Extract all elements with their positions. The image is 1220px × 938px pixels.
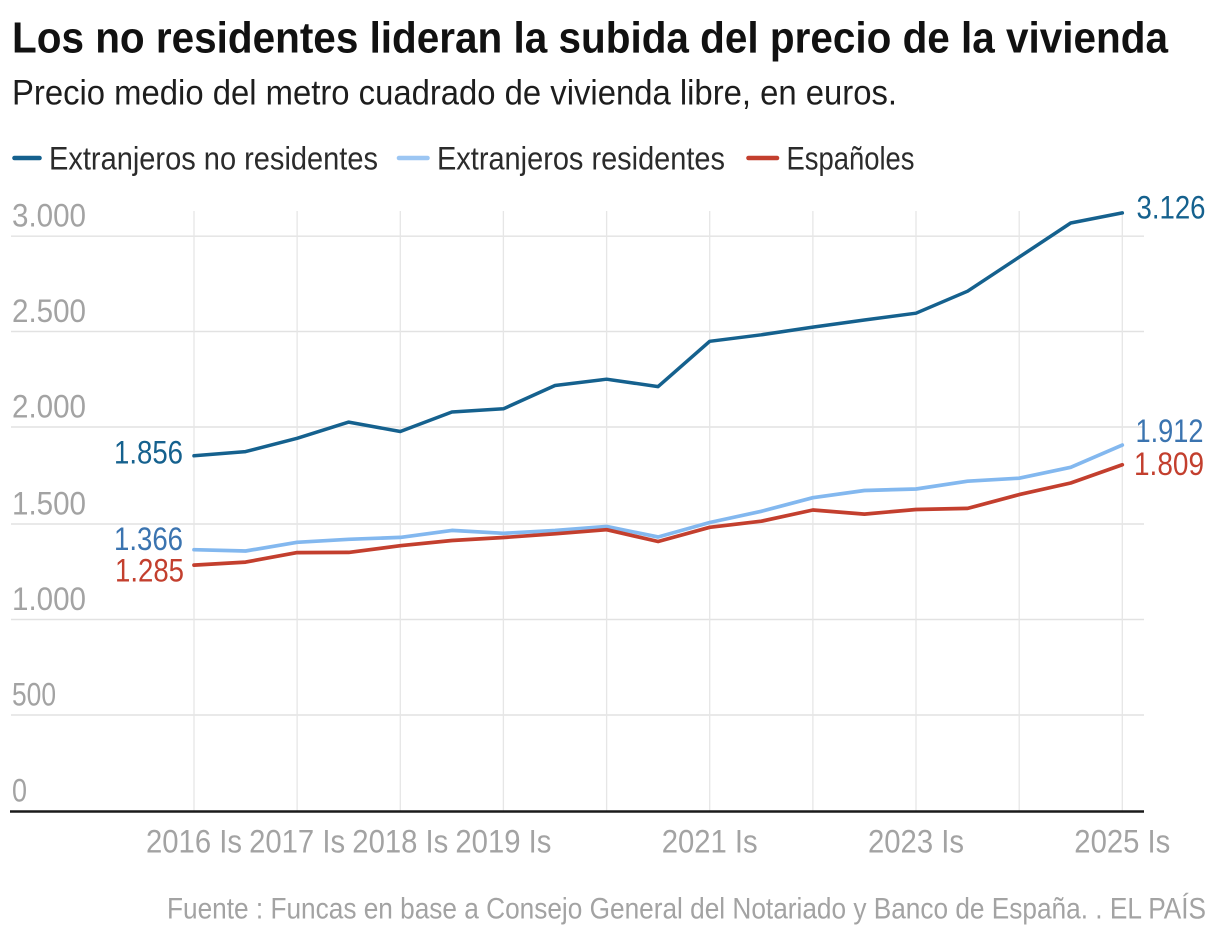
svg-text:0: 0 — [12, 773, 27, 809]
svg-text:Los no residentes lideran la s: Los no residentes lideran la subida del … — [12, 13, 1168, 62]
svg-text:2018 Is: 2018 Is — [352, 824, 448, 860]
svg-text:Precio medio del metro cuadrad: Precio medio del metro cuadrado de vivie… — [12, 73, 897, 112]
svg-text:Extranjeros no residentes: Extranjeros no residentes — [49, 141, 378, 177]
svg-text:Fuente : Funcas en base a Cons: Fuente : Funcas en base a Consejo Genera… — [167, 892, 1206, 925]
svg-text:1.366: 1.366 — [114, 521, 183, 557]
svg-text:1.856: 1.856 — [114, 435, 183, 471]
svg-text:1.809: 1.809 — [1134, 446, 1204, 482]
svg-text:2.000: 2.000 — [12, 389, 86, 425]
svg-text:Extranjeros residentes: Extranjeros residentes — [437, 141, 725, 177]
svg-text:1.500: 1.500 — [12, 486, 86, 522]
svg-text:1.285: 1.285 — [115, 552, 184, 588]
svg-text:2023 Is: 2023 Is — [868, 824, 964, 860]
svg-text:Españoles: Españoles — [787, 141, 915, 177]
svg-text:2025 Is: 2025 Is — [1074, 824, 1170, 860]
svg-text:2021 Is: 2021 Is — [662, 824, 758, 860]
svg-text:3.126: 3.126 — [1137, 190, 1206, 226]
svg-text:3.000: 3.000 — [12, 198, 86, 234]
svg-text:2016 Is: 2016 Is — [146, 824, 242, 860]
svg-text:1.000: 1.000 — [12, 581, 86, 617]
svg-text:500: 500 — [12, 677, 56, 713]
svg-text:2019 Is: 2019 Is — [455, 824, 551, 860]
svg-text:1.912: 1.912 — [1136, 413, 1204, 449]
svg-text:2.500: 2.500 — [12, 293, 86, 329]
svg-text:2017 Is: 2017 Is — [249, 824, 345, 860]
